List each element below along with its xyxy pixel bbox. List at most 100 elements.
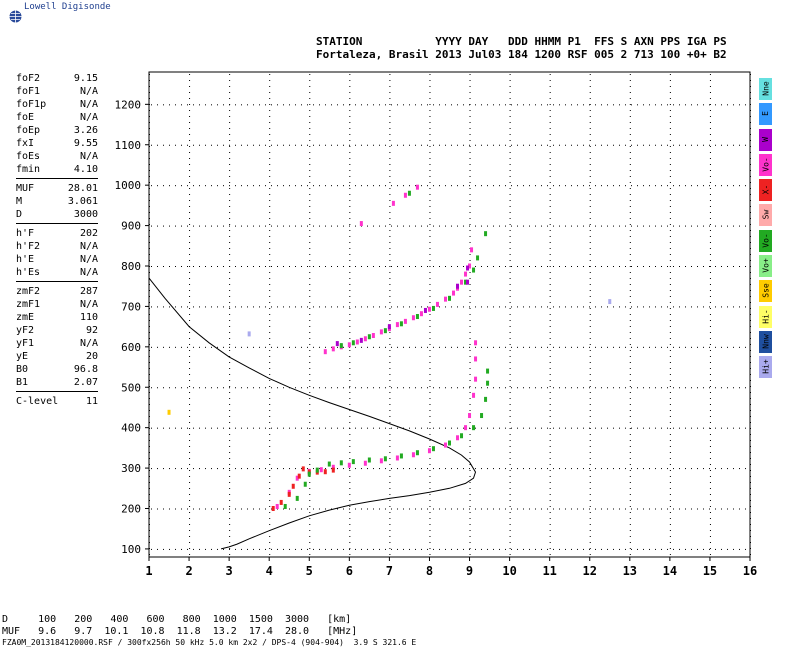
grid-dot xyxy=(589,362,591,363)
grid-dot xyxy=(157,185,158,187)
echo-point xyxy=(271,506,275,511)
grid-dot xyxy=(389,332,391,333)
grid-dot xyxy=(277,427,278,429)
grid-dot xyxy=(349,185,350,187)
grid-dot xyxy=(643,104,644,106)
grid-dot xyxy=(175,346,176,348)
grid-dot xyxy=(669,272,671,273)
grid-dot xyxy=(629,458,631,459)
grid-dot xyxy=(349,530,351,531)
grid-dot xyxy=(691,185,692,187)
grid-dot xyxy=(385,225,386,227)
grid-dot xyxy=(589,332,591,333)
grid-dot xyxy=(709,200,711,201)
grid-dot xyxy=(389,494,391,495)
grid-dot xyxy=(361,346,362,348)
grid-dot xyxy=(229,144,230,146)
grid-dot xyxy=(667,266,668,267)
grid-dot xyxy=(469,452,471,453)
grid-dot xyxy=(349,116,351,117)
grid-dot xyxy=(589,212,591,213)
grid-dot xyxy=(669,98,671,99)
grid-dot xyxy=(349,548,350,550)
grid-dot xyxy=(505,548,506,550)
grid-dot xyxy=(429,278,431,279)
grid-dot xyxy=(733,185,734,187)
grid-dot xyxy=(505,266,506,267)
grid-dot xyxy=(193,387,194,389)
grid-dot xyxy=(571,427,572,429)
grid-dot xyxy=(509,446,511,447)
grid-dot xyxy=(509,92,511,93)
grid-dot xyxy=(619,185,620,187)
grid-dot xyxy=(149,308,150,309)
grid-dot xyxy=(397,508,398,510)
grid-dot xyxy=(509,260,511,261)
grid-dot xyxy=(313,548,314,550)
grid-dot xyxy=(583,306,584,308)
grid-dot xyxy=(415,225,416,227)
grid-dot xyxy=(493,225,494,227)
grid-dot xyxy=(750,188,751,189)
grid-dot xyxy=(549,266,551,267)
grid-dot xyxy=(601,427,602,429)
grid-dot xyxy=(549,554,551,555)
echo-point xyxy=(335,341,339,347)
grid-dot xyxy=(750,200,751,201)
grid-dot xyxy=(451,185,452,187)
grid-dot xyxy=(739,225,740,227)
grid-dot xyxy=(745,104,746,106)
grid-dot xyxy=(509,272,511,273)
grid-dot xyxy=(309,542,311,543)
grid-dot xyxy=(661,548,662,550)
grid-dot xyxy=(301,508,302,510)
grid-dot xyxy=(429,176,431,177)
echo-point xyxy=(297,473,301,479)
grid-dot xyxy=(589,116,591,117)
legend-label: Sw xyxy=(760,210,770,220)
grid-dot xyxy=(229,176,231,177)
grid-dot xyxy=(565,427,566,429)
grid-dot xyxy=(469,302,471,303)
echo-point xyxy=(464,271,468,277)
param-row-fmin: fmin 4.10 xyxy=(16,163,98,176)
grid-dot xyxy=(750,518,751,519)
grid-dot xyxy=(613,104,614,106)
grid-dot xyxy=(709,500,711,501)
grid-dot xyxy=(727,185,728,187)
grid-dot xyxy=(739,266,740,267)
grid-dot xyxy=(163,468,164,470)
grid-dot xyxy=(517,185,518,187)
grid-dot xyxy=(637,144,638,146)
echo-point xyxy=(363,336,367,342)
grid-dot xyxy=(229,470,231,471)
grid-dot xyxy=(439,468,440,470)
grid-dot xyxy=(361,468,362,470)
grid-dot xyxy=(361,144,362,146)
grid-dot xyxy=(349,224,351,225)
grid-dot xyxy=(189,194,191,195)
grid-dot xyxy=(217,427,218,429)
grid-dot xyxy=(629,224,631,225)
grid-dot xyxy=(553,306,554,308)
grid-dot xyxy=(559,548,560,550)
grid-dot xyxy=(313,508,314,510)
grid-dot xyxy=(295,468,296,470)
grid-dot xyxy=(629,332,631,333)
grid-dot xyxy=(553,185,554,187)
grid-dot xyxy=(309,140,311,141)
grid-dot xyxy=(709,194,711,195)
grid-dot xyxy=(511,306,512,308)
grid-dot xyxy=(205,387,206,389)
grid-dot xyxy=(549,548,551,549)
grid-dot xyxy=(349,392,351,393)
grid-dot xyxy=(229,206,231,207)
grid-dot xyxy=(549,464,551,465)
grid-dot xyxy=(193,185,194,187)
echo-point xyxy=(468,263,472,269)
grid-dot xyxy=(355,508,356,510)
grid-dot xyxy=(429,524,431,525)
grid-dot xyxy=(643,468,644,470)
grid-dot xyxy=(451,104,452,106)
grid-dot xyxy=(429,488,431,489)
